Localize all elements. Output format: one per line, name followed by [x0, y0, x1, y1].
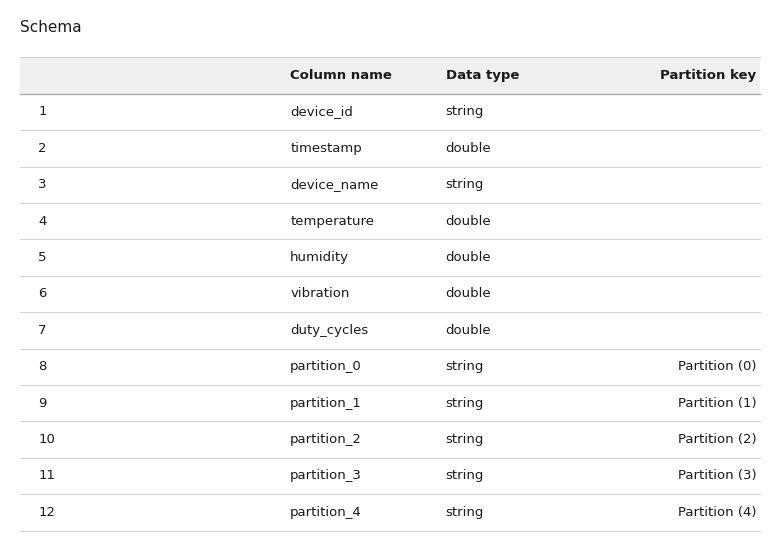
Bar — [20, 166, 760, 203]
Bar — [20, 94, 760, 130]
Text: string: string — [445, 506, 484, 519]
Text: 3: 3 — [38, 178, 47, 191]
Text: humidity: humidity — [290, 251, 349, 264]
Text: 10: 10 — [38, 433, 55, 446]
Bar — [20, 57, 760, 94]
Text: double: double — [445, 142, 491, 155]
Text: partition_0: partition_0 — [290, 360, 362, 373]
Text: Schema: Schema — [20, 20, 81, 35]
Bar — [20, 348, 760, 385]
Text: vibration: vibration — [290, 287, 349, 300]
Text: 9: 9 — [38, 396, 47, 410]
Text: double: double — [445, 287, 491, 300]
Bar — [20, 203, 760, 239]
Text: 7: 7 — [38, 324, 47, 337]
Text: Partition (0): Partition (0) — [678, 360, 757, 373]
Text: 5: 5 — [38, 251, 47, 264]
Text: double: double — [445, 324, 491, 337]
Text: 2: 2 — [38, 142, 47, 155]
Bar — [20, 458, 760, 494]
Text: string: string — [445, 433, 484, 446]
Bar — [20, 276, 760, 312]
Text: Data type: Data type — [445, 69, 519, 82]
Text: string: string — [445, 360, 484, 373]
Text: partition_2: partition_2 — [290, 433, 362, 446]
Bar — [20, 239, 760, 276]
Text: Partition key: Partition key — [661, 69, 757, 82]
Text: string: string — [445, 469, 484, 482]
Text: partition_4: partition_4 — [290, 506, 362, 519]
Text: 12: 12 — [38, 506, 55, 519]
Bar — [20, 494, 760, 530]
Text: partition_3: partition_3 — [290, 469, 362, 482]
Text: device_id: device_id — [290, 105, 353, 118]
Text: Partition (4): Partition (4) — [678, 506, 757, 519]
Text: temperature: temperature — [290, 214, 374, 228]
Text: Partition (3): Partition (3) — [678, 469, 757, 482]
Bar — [20, 385, 760, 421]
Text: double: double — [445, 214, 491, 228]
Text: 1: 1 — [38, 105, 47, 118]
Text: 8: 8 — [38, 360, 47, 373]
Text: duty_cycles: duty_cycles — [290, 324, 368, 337]
Text: Partition (2): Partition (2) — [678, 433, 757, 446]
Text: 11: 11 — [38, 469, 55, 482]
Text: 4: 4 — [38, 214, 47, 228]
Text: string: string — [445, 105, 484, 118]
Text: string: string — [445, 396, 484, 410]
Text: 6: 6 — [38, 287, 47, 300]
Text: device_name: device_name — [290, 178, 378, 191]
Text: partition_1: partition_1 — [290, 396, 362, 410]
Text: double: double — [445, 251, 491, 264]
Text: timestamp: timestamp — [290, 142, 362, 155]
Text: Column name: Column name — [290, 69, 392, 82]
Text: Partition (1): Partition (1) — [678, 396, 757, 410]
Bar — [20, 421, 760, 458]
Text: string: string — [445, 178, 484, 191]
Bar — [20, 312, 760, 348]
Bar — [20, 130, 760, 166]
